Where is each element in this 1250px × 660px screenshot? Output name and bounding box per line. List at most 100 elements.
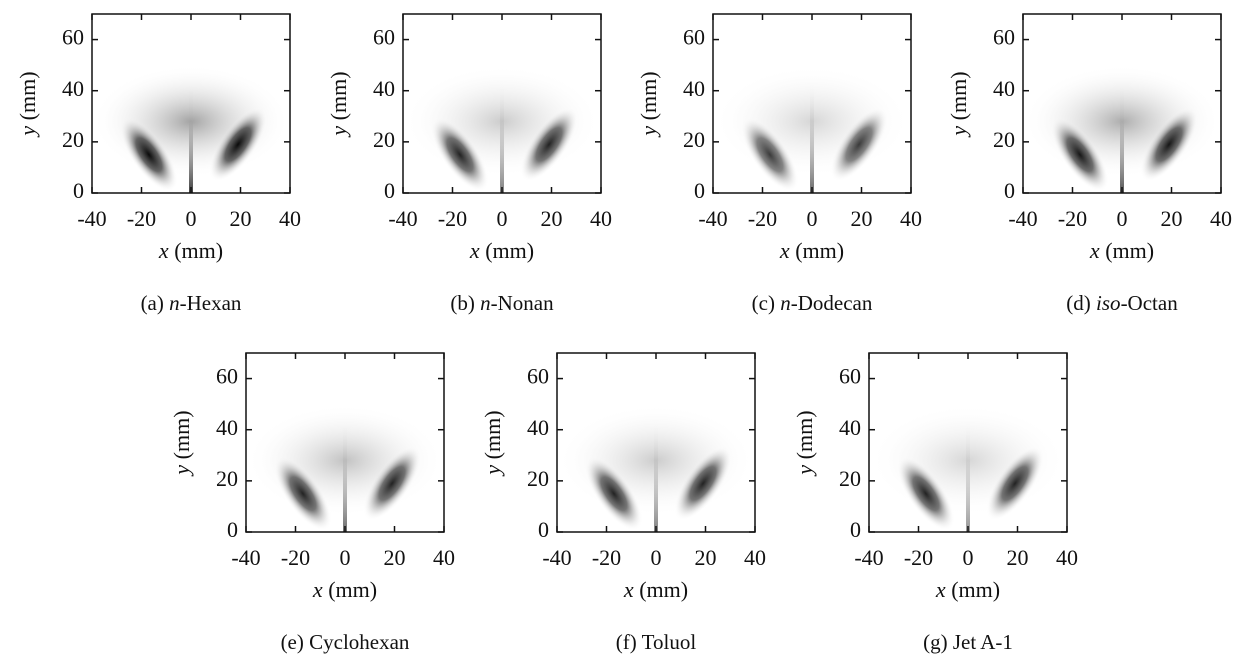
axis-unit: (mm) bbox=[485, 238, 534, 263]
y-tick-label: 40 bbox=[839, 415, 861, 440]
center-line bbox=[1120, 77, 1124, 193]
y-axis-label: y (mm) bbox=[480, 410, 505, 476]
x-tick-label: 40 bbox=[1210, 206, 1232, 231]
axis-unit: (mm) bbox=[639, 577, 688, 602]
y-tick-label: 60 bbox=[62, 25, 84, 50]
x-tick-label: -40 bbox=[77, 206, 106, 231]
y-tick-label: 0 bbox=[73, 178, 84, 203]
axis-unit: (mm) bbox=[951, 577, 1000, 602]
x-tick-label: 20 bbox=[695, 545, 717, 570]
caption-name: -Hexan bbox=[180, 291, 242, 315]
axis-unit: (mm) bbox=[328, 577, 377, 602]
y-axis-label: y (mm) bbox=[636, 71, 661, 137]
lobe bbox=[274, 456, 332, 531]
y-tick-label: 60 bbox=[839, 364, 861, 389]
lobe bbox=[363, 446, 421, 521]
x-tick-label: 0 bbox=[1117, 206, 1128, 231]
axis-unit: (mm) bbox=[480, 410, 505, 459]
axis-var: y bbox=[636, 126, 661, 138]
x-tick-label: 20 bbox=[1161, 206, 1183, 231]
lobe bbox=[1140, 107, 1198, 182]
x-tick-label: -20 bbox=[904, 545, 933, 570]
x-tick-label: -20 bbox=[127, 206, 156, 231]
y-tick-label: 0 bbox=[538, 517, 549, 542]
axis-unit: (mm) bbox=[169, 410, 194, 459]
x-tick-label: 0 bbox=[963, 545, 974, 570]
x-axis-label: x (mm) bbox=[779, 238, 844, 263]
y-tick-label: 0 bbox=[850, 517, 861, 542]
x-tick-label: 20 bbox=[541, 206, 563, 231]
y-tick-label: 60 bbox=[216, 364, 238, 389]
axis-unit: (mm) bbox=[174, 238, 223, 263]
caption-name: -Nonan bbox=[491, 291, 554, 315]
axis-var: x bbox=[158, 238, 169, 263]
x-axis-label: x (mm) bbox=[935, 577, 1000, 602]
y-tick-label: 20 bbox=[839, 466, 861, 491]
axis-var: y bbox=[946, 126, 971, 138]
center-line bbox=[654, 416, 658, 532]
image bbox=[246, 353, 444, 532]
y-tick-label: 0 bbox=[227, 517, 238, 542]
y-tick-label: 20 bbox=[216, 466, 238, 491]
y-tick-label: 60 bbox=[373, 25, 395, 50]
caption: (a) n-Hexan bbox=[141, 291, 242, 315]
x-tick-label: -20 bbox=[281, 545, 310, 570]
y-tick-label: 20 bbox=[683, 127, 705, 152]
x-tick-label: -40 bbox=[698, 206, 727, 231]
caption: (f) Toluol bbox=[616, 630, 697, 654]
image bbox=[1023, 14, 1221, 193]
image bbox=[557, 353, 755, 532]
axis-var: x bbox=[623, 577, 634, 602]
axis-unit: (mm) bbox=[946, 71, 971, 120]
axis-var: x bbox=[935, 577, 946, 602]
axis-var: y bbox=[169, 465, 194, 477]
x-tick-label: 40 bbox=[433, 545, 455, 570]
caption-label: (d) bbox=[1066, 291, 1091, 315]
center-line bbox=[189, 77, 193, 193]
x-tick-label: 20 bbox=[851, 206, 873, 231]
x-axis-label: x (mm) bbox=[623, 577, 688, 602]
center-line bbox=[343, 416, 347, 532]
image bbox=[92, 14, 290, 193]
x-tick-label: -20 bbox=[592, 545, 621, 570]
y-tick-label: 20 bbox=[527, 466, 549, 491]
axis-unit: (mm) bbox=[326, 71, 351, 120]
x-tick-label: -40 bbox=[231, 545, 260, 570]
y-tick-label: 60 bbox=[527, 364, 549, 389]
x-tick-label: 20 bbox=[230, 206, 252, 231]
x-tick-label: 20 bbox=[1007, 545, 1029, 570]
caption-name: Jet A-1 bbox=[953, 630, 1013, 654]
x-tick-label: 40 bbox=[1056, 545, 1078, 570]
x-tick-label: 0 bbox=[340, 545, 351, 570]
axis-var: x bbox=[779, 238, 790, 263]
axis-unit: (mm) bbox=[1105, 238, 1154, 263]
caption: (c) n-Dodecan bbox=[752, 291, 873, 315]
axis-unit: (mm) bbox=[15, 71, 40, 120]
y-tick-label: 40 bbox=[993, 76, 1015, 101]
y-axis-label: y (mm) bbox=[326, 71, 351, 137]
x-axis-label: x (mm) bbox=[1089, 238, 1154, 263]
y-tick-label: 40 bbox=[527, 415, 549, 440]
x-tick-label: 40 bbox=[900, 206, 922, 231]
axis-var: x bbox=[469, 238, 480, 263]
x-axis-label: x (mm) bbox=[469, 238, 534, 263]
lobe bbox=[830, 107, 888, 182]
x-tick-label: 0 bbox=[186, 206, 197, 231]
caption-italic: n bbox=[780, 291, 791, 315]
y-tick-label: 20 bbox=[373, 127, 395, 152]
y-tick-label: 0 bbox=[384, 178, 395, 203]
center-line bbox=[500, 77, 504, 193]
y-tick-label: 40 bbox=[62, 76, 84, 101]
x-tick-label: -40 bbox=[388, 206, 417, 231]
caption-name: Toluol bbox=[642, 630, 697, 654]
caption-italic: iso bbox=[1096, 291, 1121, 315]
lobe bbox=[897, 456, 955, 531]
axis-var: y bbox=[326, 126, 351, 138]
